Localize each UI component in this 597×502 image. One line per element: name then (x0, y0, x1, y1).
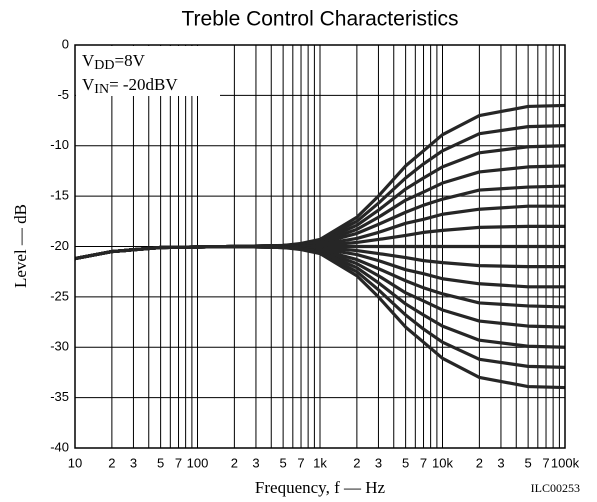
y-tick-label: -40 (50, 439, 69, 454)
x-tick-label: 2 (353, 455, 360, 470)
x-axis-label: Frequency, f — Hz (255, 478, 386, 497)
x-tick-label: 1k (313, 455, 327, 470)
line-series (74, 244, 566, 390)
plot-frame (74, 44, 566, 449)
chart-title: Treble Control Characteristics (182, 8, 459, 31)
x-tick-label: 100 (187, 455, 209, 470)
y-axis-label: Level — dB (11, 204, 30, 288)
x-tick-label: 7 (420, 455, 427, 470)
y-tick-label: -10 (50, 137, 69, 152)
y-tick-label: -15 (50, 188, 69, 203)
x-tick-label: 3 (252, 455, 259, 470)
x-tick-label: 100k (551, 455, 580, 470)
x-tick-label: 3 (497, 455, 504, 470)
x-tick-label: 5 (280, 455, 287, 470)
plot-area (74, 44, 566, 449)
x-tick-label: 2 (231, 455, 238, 470)
y-tick-label: 0 (62, 36, 69, 51)
y-tick-label: -30 (50, 339, 69, 354)
x-tick-label: 7 (542, 455, 549, 470)
y-tick-label: -20 (50, 238, 69, 253)
x-tick-label: 7 (175, 455, 182, 470)
x-tick-label: 5 (157, 455, 164, 470)
annotation: VDD=8V (82, 51, 146, 73)
x-tick-label: 2 (108, 455, 115, 470)
y-tick-label: -5 (57, 87, 69, 102)
x-tick-label: 10k (432, 455, 453, 470)
y-tick-label: -35 (50, 389, 69, 404)
figure-code: ILC00253 (531, 481, 580, 495)
annotation: VIN= -20dBV (82, 75, 178, 97)
x-tick-label: 3 (130, 455, 137, 470)
x-tick-label: 5 (525, 455, 532, 470)
x-tick-label: 5 (402, 455, 409, 470)
x-tick-label: 3 (375, 455, 382, 470)
x-tick-label: 10 (68, 455, 82, 470)
annotation-box (76, 46, 220, 96)
x-tick-label: 7 (297, 455, 304, 470)
y-tick-label: -25 (50, 288, 69, 303)
x-tick-label: 2 (476, 455, 483, 470)
